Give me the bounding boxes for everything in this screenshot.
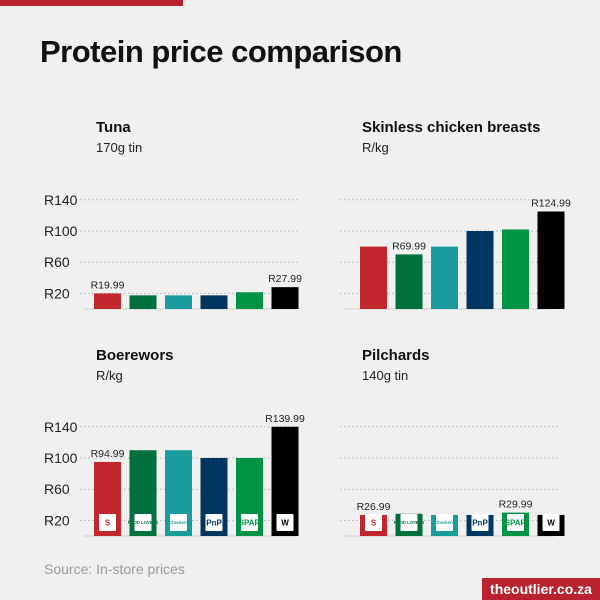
bar-pnp	[200, 295, 228, 309]
panel-title: Pilchards	[362, 347, 430, 364]
shoprite-logo-icon	[365, 514, 382, 531]
spar-logo-text: SPAR	[239, 518, 261, 527]
data-label: R94.99	[91, 448, 125, 460]
bar-shoprite	[360, 246, 387, 309]
y-tick-label: R60	[44, 254, 70, 270]
brand-badge[interactable]: theoutlier.co.za	[482, 578, 600, 600]
data-label: R139.99	[265, 413, 305, 425]
data-label: R26.99	[357, 501, 391, 513]
spar-logo-icon	[507, 514, 524, 531]
bar-woolworths	[537, 211, 565, 309]
pnp-logo-text: PnP	[206, 518, 222, 527]
food-lovers-logo-text: FOOD LOVERS	[128, 520, 159, 525]
panel-title: Skinless chicken breasts	[362, 119, 540, 136]
panel-subtitle: R/kg	[96, 368, 123, 383]
top-accent-bar	[0, 0, 183, 6]
pnp-logo-icon	[471, 514, 489, 531]
data-label: R124.99	[531, 198, 571, 210]
y-tick-label: R100	[44, 450, 78, 466]
panel-subtitle: R/kg	[362, 140, 389, 155]
pnp-logo-icon	[205, 514, 223, 531]
bar-food-lovers	[395, 254, 423, 309]
y-tick-label: R20	[44, 285, 70, 301]
spar-logo-text: SPAR	[505, 518, 527, 527]
y-tick-label: R20	[44, 512, 70, 528]
bar-shoprite	[94, 293, 121, 309]
y-tick-label: R100	[44, 223, 78, 239]
bar-woolworths	[271, 287, 299, 309]
panel-subtitle: 140g tin	[362, 368, 408, 383]
pnp-logo-text: PnP	[472, 518, 488, 527]
shoprite-logo-text: S	[105, 518, 111, 527]
bar-checkers	[165, 295, 192, 309]
bar-food-lovers	[129, 295, 157, 309]
bar-checkers	[431, 246, 458, 309]
panel-title: Boerewors	[96, 347, 174, 364]
spar-logo-icon	[241, 514, 258, 531]
bar-pnp	[466, 231, 494, 309]
food-lovers-logo-icon	[400, 514, 418, 531]
woolworths-logo-icon	[542, 514, 560, 531]
checkers-logo-icon	[436, 514, 453, 531]
shoprite-logo-icon	[99, 514, 116, 531]
shoprite-logo-text: S	[371, 518, 377, 527]
checkers-logo-text: Checkers	[169, 520, 189, 525]
y-tick-label: R140	[44, 192, 78, 208]
woolworths-logo-text: W	[281, 518, 289, 527]
checkers-logo-icon	[170, 514, 187, 531]
checkers-logo-text: Checkers	[435, 520, 455, 525]
data-label: R69.99	[392, 240, 426, 252]
data-label: R19.99	[91, 279, 125, 291]
y-tick-label: R140	[44, 419, 78, 435]
panel-subtitle: 170g tin	[96, 140, 142, 155]
woolworths-logo-text: W	[547, 518, 555, 527]
woolworths-logo-icon	[276, 514, 294, 531]
page-title: Protein price comparison	[40, 34, 402, 69]
bar-spar	[502, 229, 529, 309]
source-note: Source: In-store prices	[44, 561, 185, 577]
bar-spar	[236, 292, 263, 309]
panel-title: Tuna	[96, 119, 131, 136]
data-label: R29.99	[499, 499, 533, 511]
y-tick-label: R60	[44, 481, 70, 497]
data-label: R27.99	[268, 273, 302, 285]
food-lovers-logo-text: FOOD LOVERS	[394, 520, 425, 525]
food-lovers-logo-icon	[134, 514, 152, 531]
